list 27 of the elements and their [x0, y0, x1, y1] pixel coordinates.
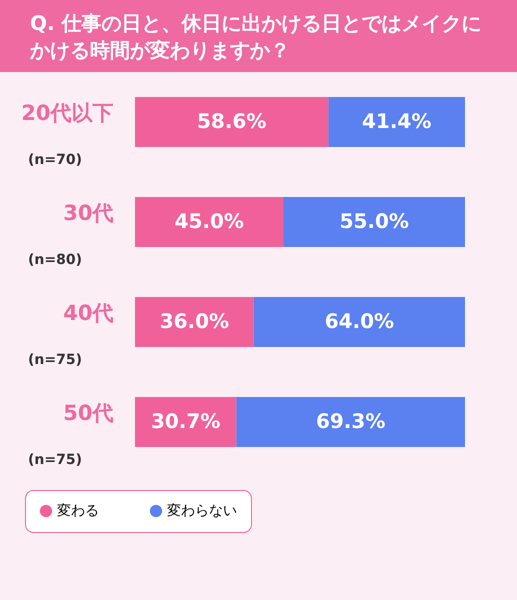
data-label: 45.0% — [174, 209, 244, 233]
y-tick-label: 30代 — [63, 201, 114, 225]
bar — [135, 97, 328, 147]
bar — [135, 397, 236, 447]
y-tick-label: 50代 — [63, 401, 114, 425]
bar — [135, 197, 284, 247]
y-tick-label: 20代以下 — [21, 101, 114, 125]
bar — [135, 297, 254, 347]
bar — [254, 297, 465, 347]
text: (n=70) — [28, 152, 82, 168]
bar — [284, 197, 465, 247]
data-label: 41.4% — [362, 109, 432, 133]
bar — [236, 397, 465, 447]
data-label: 55.0% — [340, 209, 409, 233]
text: (n=75) — [28, 452, 82, 468]
legend-label: 変わらない — [167, 503, 237, 519]
text: (n=80) — [28, 252, 82, 268]
data-label: 64.0% — [324, 309, 394, 333]
data-label: 69.3% — [316, 409, 386, 433]
text: (n=75) — [28, 352, 82, 368]
legend-label: 変わる — [57, 503, 99, 519]
data-label: 30.7% — [150, 409, 220, 433]
y-tick-label: 40代 — [63, 301, 114, 325]
data-label: 58.6% — [196, 109, 266, 133]
chart-title: Q. 仕事の日と、休日に出かける日とではメイクにかける時間が変わりますか？ — [0, 0, 517, 72]
bar — [328, 97, 465, 147]
data-label: 36.0% — [160, 309, 230, 333]
